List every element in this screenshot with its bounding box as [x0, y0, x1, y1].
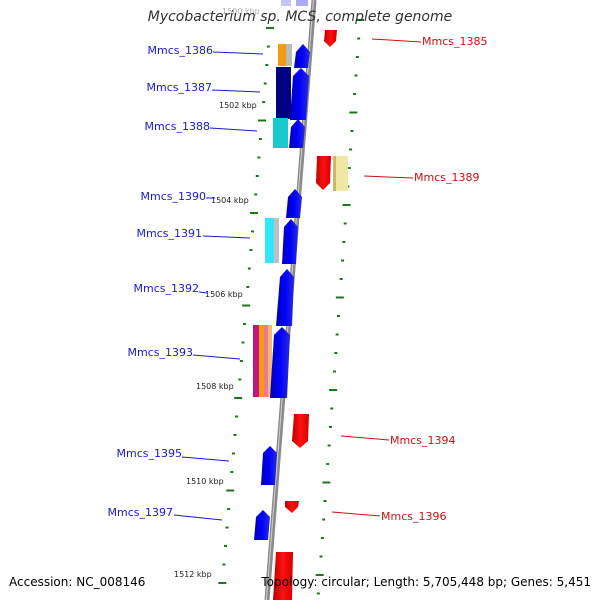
- gene-mmcs-1392-arrow[interactable]: [276, 269, 294, 326]
- gene-mmcs-1387-arrow[interactable]: [290, 68, 309, 120]
- label-mmcs-1391[interactable]: Mmcs_1391: [137, 227, 202, 240]
- label-mmcs-1386[interactable]: Mmcs_1386: [148, 44, 213, 57]
- faded-tick-label: 1500 kbp: [222, 7, 260, 16]
- domain-tan: [333, 156, 336, 191]
- domain-features: [253, 44, 348, 397]
- label-mmcs-1397[interactable]: Mmcs_1397: [108, 506, 173, 519]
- tick-label-1506: 1506 kbp: [205, 290, 243, 299]
- domain-magenta: [253, 325, 259, 397]
- gene-mmcs-1397-arrow[interactable]: [254, 510, 270, 540]
- gene-mmcs-1396-arrow[interactable]: [285, 501, 299, 513]
- forward-genes: [254, 44, 310, 540]
- label-mmcs-1392[interactable]: Mmcs_1392: [134, 282, 199, 295]
- domain-navy: [276, 67, 291, 119]
- domain-peach: [268, 325, 272, 397]
- gene-mmcs-1385-arrow[interactable]: [324, 30, 337, 47]
- gene-mmcs-1395-arrow[interactable]: [261, 446, 277, 485]
- gene-mmcs-1393-arrow[interactable]: [270, 327, 290, 398]
- label-mmcs-1387[interactable]: Mmcs_1387: [147, 81, 212, 94]
- gene-mmcs-1390-arrow[interactable]: [286, 189, 302, 218]
- tick-label-1502: 1502 kbp: [219, 101, 257, 110]
- label-mmcs-1390[interactable]: Mmcs_1390: [141, 190, 206, 203]
- domain-light-cyan: [265, 218, 274, 263]
- tick-label-1504: 1504 kbp: [211, 196, 249, 205]
- domain-grey-2: [274, 218, 279, 263]
- domain-grey: [286, 44, 292, 66]
- label-mmcs-1385[interactable]: Mmcs_1385: [422, 35, 487, 48]
- tick-label-1512: 1512 kbp: [174, 570, 212, 579]
- label-mmcs-1395[interactable]: Mmcs_1395: [117, 447, 182, 460]
- tick-label-1510: 1510 kbp: [186, 477, 224, 486]
- faded-top-genes: [281, 0, 308, 6]
- gene-mmcs-1386-arrow[interactable]: [294, 44, 310, 68]
- left-tick-marks: [218, 27, 274, 584]
- scale-labels: 1502 kbp 1504 kbp 1506 kbp 1508 kbp 1510…: [174, 101, 257, 579]
- forward-gene-labels: Mmcs_1386 Mmcs_1387 Mmcs_1388 Mmcs_1390 …: [108, 44, 264, 521]
- domain-orange-2: [259, 325, 264, 397]
- domain-pink: [264, 325, 268, 397]
- label-mmcs-1393[interactable]: Mmcs_1393: [128, 346, 193, 359]
- label-mmcs-1396[interactable]: Mmcs_1396: [381, 510, 446, 523]
- label-mmcs-1389[interactable]: Mmcs_1389: [414, 171, 479, 184]
- label-mmcs-1394[interactable]: Mmcs_1394: [390, 434, 455, 447]
- tick-label-1508: 1508 kbp: [196, 382, 234, 391]
- accession-text: Accession: NC_008146: [9, 575, 146, 589]
- gene-mmcs-1394-arrow[interactable]: [292, 414, 309, 448]
- right-tick-marks: [315, 19, 364, 595]
- domain-pale-yellow: [333, 156, 348, 191]
- reverse-genes: [273, 30, 337, 600]
- topology-text: Topology: circular; Length: 5,705,448 bp…: [261, 575, 591, 589]
- domain-cyan: [273, 118, 288, 148]
- gene-bottom-partial-arrow[interactable]: [273, 552, 293, 600]
- domain-orange: [278, 44, 286, 66]
- gene-mmcs-1389-arrow[interactable]: [316, 156, 331, 190]
- map-title: Mycobacterium sp. MCS, complete genome: [147, 9, 453, 25]
- gene-mmcs-1391-arrow[interactable]: [282, 219, 298, 264]
- gene-mmcs-1388-arrow[interactable]: [289, 119, 305, 148]
- label-mmcs-1388[interactable]: Mmcs_1388: [145, 120, 210, 133]
- reverse-gene-labels: Mmcs_1385 Mmcs_1389 Mmcs_1394 Mmcs_1396: [331, 35, 487, 523]
